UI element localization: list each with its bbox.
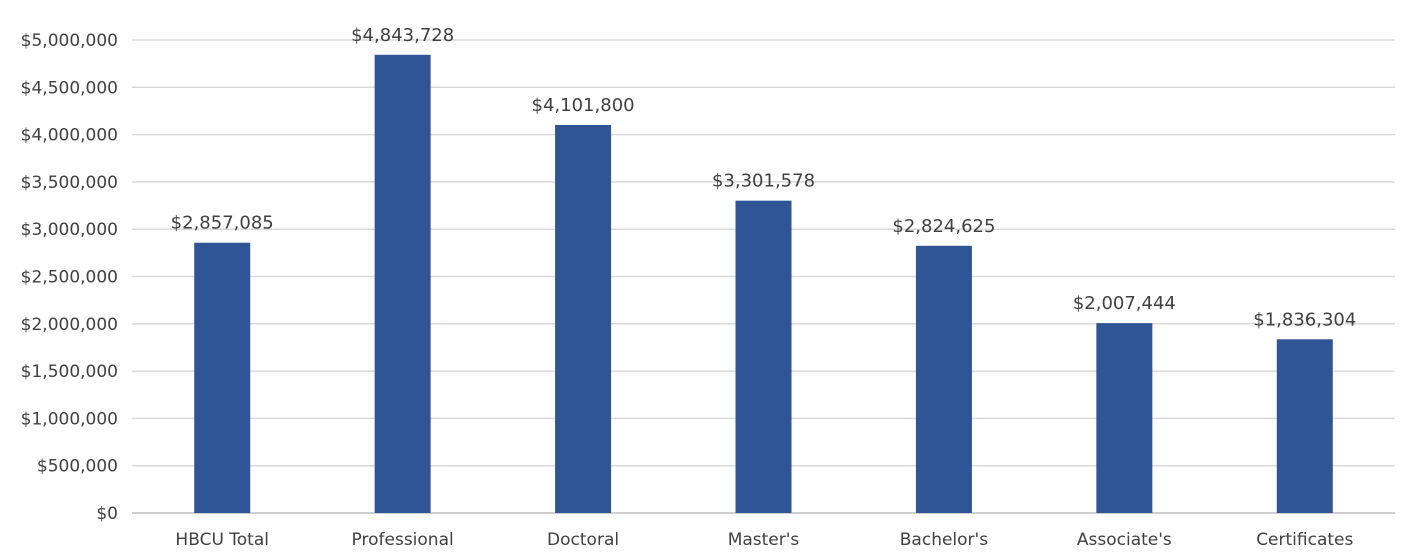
category-label: Associate's — [1077, 530, 1172, 550]
y-tick-label: $2,000,000 — [21, 315, 118, 335]
data-label: $2,824,625 — [892, 216, 995, 237]
data-label: $4,843,728 — [351, 25, 454, 46]
x-axis-category-labels: HBCU Total Professional Doctoral Master's Ba… — [175, 530, 1353, 550]
bar — [374, 54, 431, 514]
category-label: Professional — [352, 530, 454, 550]
y-tick-label: $2,500,000 — [21, 268, 118, 288]
data-labels: $2,857,085 $4,843,728 $4,101,800 $3,301,578… — [171, 25, 1357, 331]
data-label: $1,836,304 — [1253, 309, 1356, 330]
category-label: Certificates — [1256, 530, 1353, 550]
y-axis-tick-labels: $0 $500,000 $1,000,000 $1,500,000 $2,000,000… — [21, 31, 118, 524]
bar — [1096, 323, 1153, 513]
y-tick-label: $4,500,000 — [21, 78, 118, 98]
y-tick-label: $3,000,000 — [21, 220, 118, 240]
bars — [194, 54, 1333, 514]
bar — [735, 200, 792, 513]
data-label: $3,301,578 — [712, 171, 815, 192]
category-label: HBCU Total — [175, 530, 269, 550]
y-tick-label: $5,000,000 — [21, 31, 118, 51]
data-label: $4,101,800 — [532, 95, 635, 116]
y-tick-label: $3,500,000 — [21, 173, 118, 193]
bar — [915, 245, 972, 514]
data-label: $2,857,085 — [171, 213, 274, 234]
bar — [1276, 339, 1333, 513]
bar — [194, 242, 251, 513]
bar — [555, 124, 612, 513]
category-label: Master's — [728, 530, 800, 550]
category-label: Bachelor's — [900, 530, 988, 550]
y-tick-label: $1,500,000 — [21, 362, 118, 382]
data-label: $2,007,444 — [1073, 293, 1176, 314]
y-tick-label: $0 — [96, 504, 118, 524]
category-label: Doctoral — [547, 530, 619, 550]
y-tick-label: $500,000 — [37, 457, 118, 477]
y-tick-label: $4,000,000 — [21, 126, 118, 146]
y-tick-label: $1,000,000 — [21, 409, 118, 429]
